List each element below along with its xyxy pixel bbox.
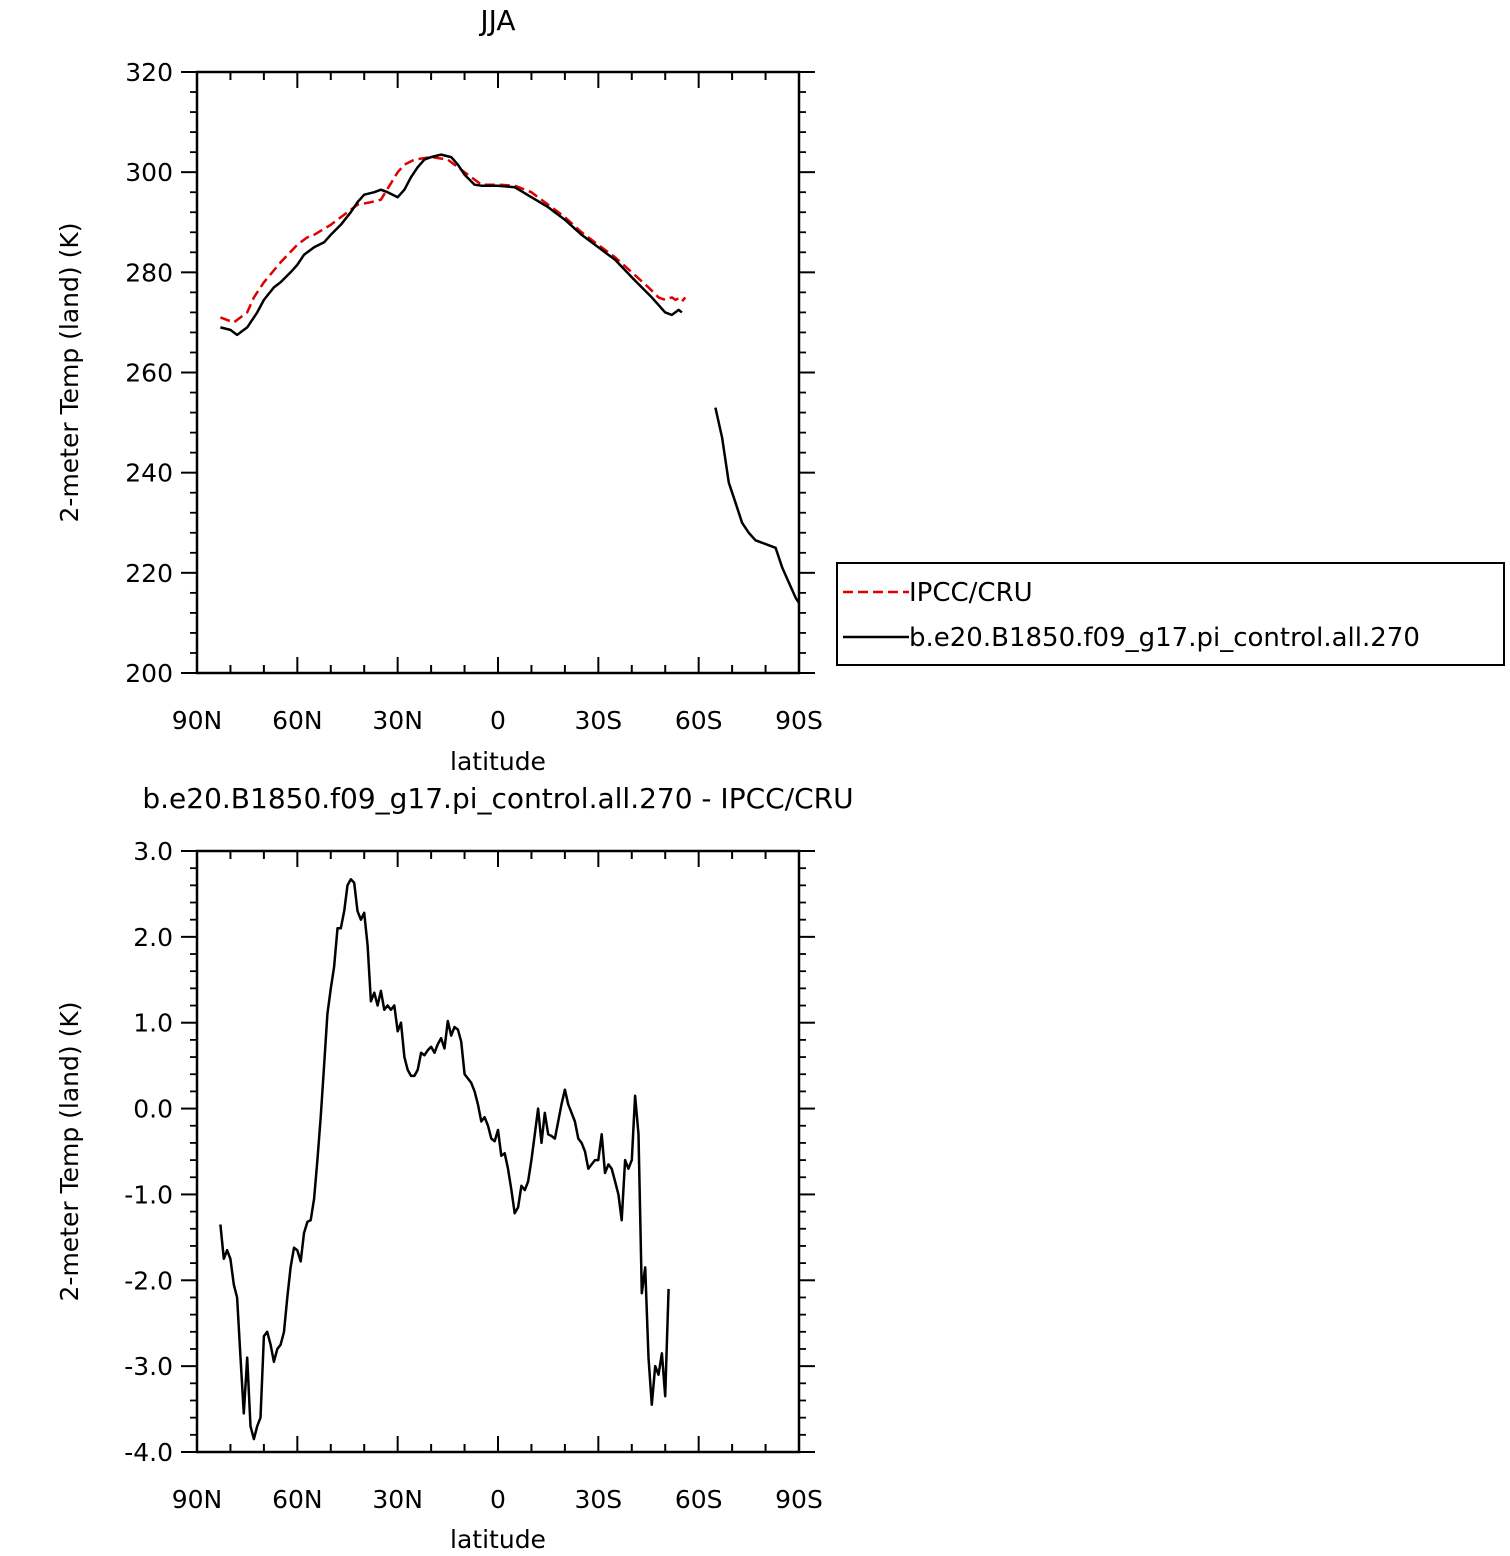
- x-tick-label: 30S: [574, 706, 622, 735]
- x-tick-label: 30N: [372, 1485, 423, 1514]
- plot-frame-0: [195, 70, 801, 675]
- chart-title-0: JJA: [478, 4, 515, 37]
- y-tick-label: -3.0: [124, 1352, 173, 1381]
- y-tick-label: 220: [125, 559, 173, 588]
- series-line-0-1-0: [220, 153, 683, 337]
- y-tick-label: 320: [125, 58, 173, 87]
- x-axis-label-1: latitude: [450, 1525, 546, 1554]
- y-axis-label-0: 2-meter Temp (land) (K): [55, 223, 84, 523]
- series-line-0-1-1: [714, 407, 801, 604]
- y-tick-label: 0.0: [133, 1095, 173, 1124]
- y-tick-label: -1.0: [124, 1180, 173, 1209]
- y-tick-label: 240: [125, 459, 173, 488]
- y-tick-label: 2.0: [133, 923, 173, 952]
- y-tick-label: -2.0: [124, 1266, 173, 1295]
- y-tick-label: 200: [125, 659, 173, 688]
- y-tick-label: 260: [125, 359, 173, 388]
- x-tick-label: 0: [490, 1485, 506, 1514]
- chart-title-1: b.e20.B1850.f09_g17.pi_control.all.270 -…: [142, 782, 853, 815]
- x-tick-label: 30N: [372, 706, 423, 735]
- x-tick-label: 90S: [775, 706, 823, 735]
- x-tick-label: 90N: [172, 1485, 223, 1514]
- legend-label: b.e20.B1850.f09_g17.pi_control.all.270: [909, 623, 1420, 653]
- x-tick-label: 60N: [272, 706, 323, 735]
- x-tick-label: 60S: [675, 706, 723, 735]
- x-tick-label: 90N: [172, 706, 223, 735]
- y-tick-label: 3.0: [133, 837, 173, 866]
- series-line-0-0-0: [219, 155, 687, 324]
- x-tick-label: 90S: [775, 1485, 823, 1514]
- x-tick-label: 30S: [574, 1485, 622, 1514]
- legend-label: IPCC/CRU: [909, 578, 1033, 608]
- y-tick-label: -4.0: [124, 1438, 173, 1467]
- y-axis-label-1: 2-meter Temp (land) (K): [55, 1002, 84, 1302]
- y-tick-label: 1.0: [133, 1009, 173, 1038]
- x-tick-label: 0: [490, 706, 506, 735]
- series-line-1-0-0: [219, 878, 670, 1441]
- legend-box: [836, 562, 1505, 666]
- x-tick-label: 60S: [675, 1485, 723, 1514]
- plot-frame-1: [195, 849, 801, 1454]
- x-axis-label-0: latitude: [450, 747, 546, 776]
- x-tick-label: 60N: [272, 1485, 323, 1514]
- y-tick-label: 280: [125, 258, 173, 287]
- y-tick-label: 300: [125, 158, 173, 187]
